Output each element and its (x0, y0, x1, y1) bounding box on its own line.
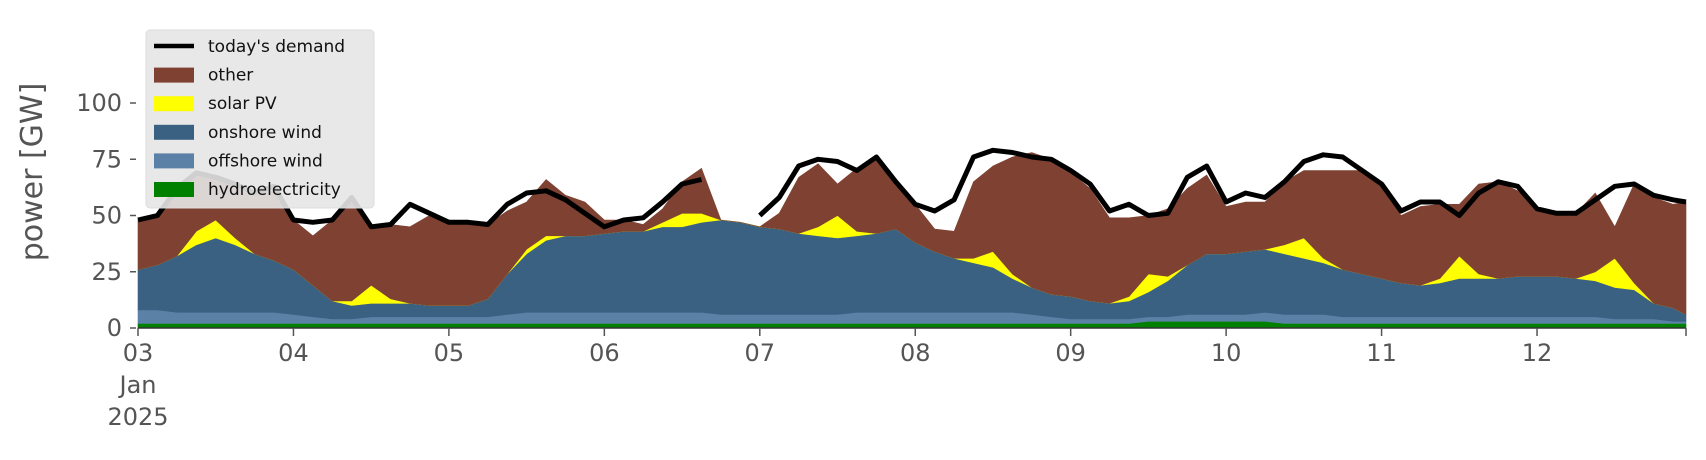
x-tick-year-label: 2025 (107, 403, 168, 431)
y-axis-label: power [GW] (15, 83, 50, 262)
y-tick-label: 75 (91, 145, 122, 173)
x-tick-label: 04 (278, 339, 309, 367)
legend-swatch (154, 153, 194, 169)
legend-label: hydroelectricity (208, 180, 341, 200)
legend-box (145, 29, 375, 209)
stacked-area-layer (137, 152, 1687, 329)
x-tick-label: 09 (1055, 339, 1086, 367)
y-tick-label: 25 (91, 258, 122, 286)
x-tick-month-label: Jan (118, 371, 157, 399)
x-tick-label: 08 (900, 339, 931, 367)
x-tick-label: 03 (123, 339, 154, 367)
area-other (137, 152, 1687, 315)
legend-label: today's demand (208, 37, 345, 57)
legend-swatch (154, 124, 194, 140)
x-tick-label: 12 (1522, 339, 1553, 367)
legend-label: offshore wind (208, 151, 323, 171)
y-tick-label: 100 (76, 89, 122, 117)
legend-swatch (154, 182, 194, 197)
y-tick-label: 0 (107, 314, 122, 342)
legend-label: other (208, 66, 253, 86)
legend-swatch (154, 96, 194, 112)
x-tick-label: 11 (1366, 339, 1397, 367)
x-tick-label: 06 (589, 339, 620, 367)
y-tick-label: 50 (91, 202, 122, 230)
legend-swatch (154, 67, 194, 83)
legend-label: onshore wind (208, 123, 322, 143)
x-tick-label: 07 (745, 339, 776, 367)
axes: power [GW] 0 25 50 75 100 03 Jan 2025 04 05 06 07 08… (15, 83, 1687, 431)
x-tick-label: 10 (1211, 339, 1242, 367)
legend-label: solar PV (208, 94, 277, 114)
x-tick-label: 05 (434, 339, 465, 367)
legend: today's demand other solar PV onshore wind o… (145, 29, 375, 209)
